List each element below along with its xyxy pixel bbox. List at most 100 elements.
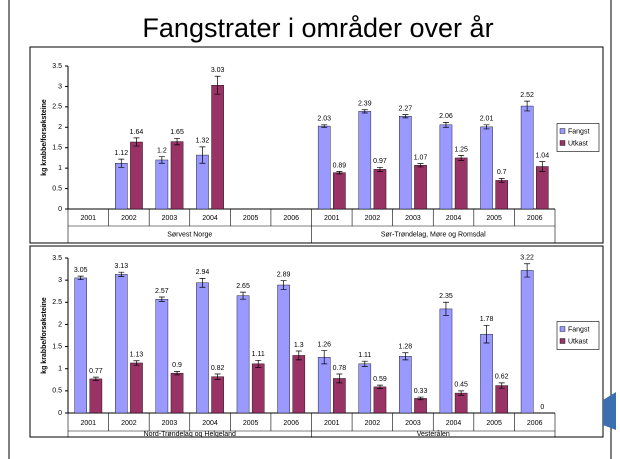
value-label: 3.22 [520,255,534,262]
error-bar [280,280,287,290]
error-bar [321,350,328,365]
bar [358,111,372,210]
bar [211,376,224,414]
error-bar [498,382,505,389]
value-label: 0.89 [333,162,347,169]
error-bar [361,109,368,114]
bar [439,308,453,414]
value-label: 1.04 [535,152,549,159]
legend-box [556,321,600,350]
y-tick-label: 3 [58,277,62,284]
x-tick-label: 2001 [324,215,340,222]
logo [603,392,616,430]
bar [520,105,534,210]
y-tick-label: 0.5 [52,185,62,192]
error-bar [214,75,221,95]
bar [211,85,224,210]
value-label: 3.13 [114,263,128,270]
group-label: Nord-Trøndelag og Helgeland [144,431,236,438]
error-bar [174,137,181,146]
error-bar [214,373,221,380]
legend-swatch [559,326,566,332]
x-tick-label: 2005 [243,215,259,222]
error-bar [376,384,383,389]
group-label: Sørvest Norge [167,231,212,238]
bar [520,270,534,414]
x-tick-label: 2005 [486,420,502,427]
bar [292,355,306,414]
error-bar [442,122,449,128]
error-bar [417,396,424,401]
value-label: 3.03 [211,67,225,74]
value-label: 0.82 [211,365,225,372]
y-tick-label: 0.5 [52,388,62,395]
x-tick-label: 2006 [283,420,299,427]
value-label: 2.03 [317,116,331,123]
error-bar [483,324,490,344]
bar [170,141,184,210]
x-tick-label: 2003 [405,215,421,222]
x-tick-label: 2006 [527,420,543,427]
error-bar [336,171,343,175]
y-axis-label: kg krabbe/forsøksteine [41,99,48,176]
bar [414,398,427,414]
legend-box [556,123,600,152]
x-tick-label: 2006 [283,215,299,222]
value-label: 1.11 [358,352,371,359]
x-tick-label: 2005 [243,420,259,427]
error-bar [483,124,490,130]
y-tick-label: 0 [58,206,62,213]
error-bar [442,301,449,316]
y-tick-label: 3.5 [52,63,62,70]
y-tick-label: 1 [58,165,62,172]
x-tick-label: 2002 [121,420,137,427]
error-bar [321,124,328,128]
legend-label: Utkast [568,140,588,147]
error-bar [199,278,206,288]
y-tick-label: 3.5 [52,255,62,262]
error-bar [295,350,302,361]
error-bar [77,275,84,281]
x-tick-label: 2005 [486,215,502,222]
value-label: 1.13 [130,352,144,359]
value-label: 2.27 [399,105,413,112]
x-tick-label: 2002 [121,215,137,222]
bar [399,356,412,414]
value-label: 3.05 [74,267,88,274]
value-label: 0.9 [172,362,182,369]
value-label: 1.11 [252,351,265,358]
bar [480,126,493,210]
bar [130,141,143,210]
error-bar [255,359,262,368]
value-label: 2.94 [196,269,210,276]
y-tick-label: 0 [58,410,62,417]
legend-label: Utkast [568,338,588,345]
y-tick-label: 2.5 [52,299,62,306]
bar [495,180,509,210]
bar [114,274,128,414]
bar [317,357,331,414]
x-tick-label: 2003 [405,420,421,427]
value-label: 1.28 [399,344,413,351]
bar [333,172,346,210]
value-label: 0 [540,404,544,411]
chart-frame [29,46,604,244]
error-bar [361,360,368,367]
group-label: Vesterålen [417,430,450,438]
error-bar [133,137,140,147]
bar [399,116,412,210]
error-bar [458,390,465,396]
error-bar [458,155,465,161]
error-bar [174,371,181,376]
value-label: 0.33 [414,388,428,395]
x-tick-label: 2004 [202,420,218,427]
value-label: 0.45 [454,382,468,389]
value-label: 2.39 [358,101,372,108]
value-label: 0.97 [373,158,387,165]
bar [358,363,372,414]
x-tick-label: 2003 [162,215,178,222]
y-tick-label: 1.5 [52,145,62,152]
bar [373,386,387,414]
bar [89,378,103,414]
error-bar [376,166,383,172]
